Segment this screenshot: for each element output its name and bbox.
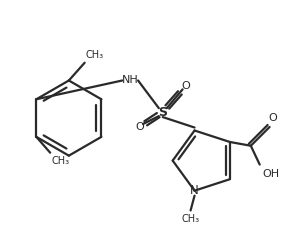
Text: O: O — [136, 122, 144, 132]
Text: CH₃: CH₃ — [51, 156, 69, 166]
Text: O: O — [268, 113, 277, 123]
Text: CH₃: CH₃ — [181, 214, 200, 224]
Text: NH: NH — [122, 75, 138, 85]
Text: O: O — [181, 81, 190, 91]
Text: N: N — [190, 184, 199, 197]
Text: S: S — [158, 106, 167, 119]
Text: CH₃: CH₃ — [86, 50, 104, 60]
Text: OH: OH — [263, 170, 280, 180]
